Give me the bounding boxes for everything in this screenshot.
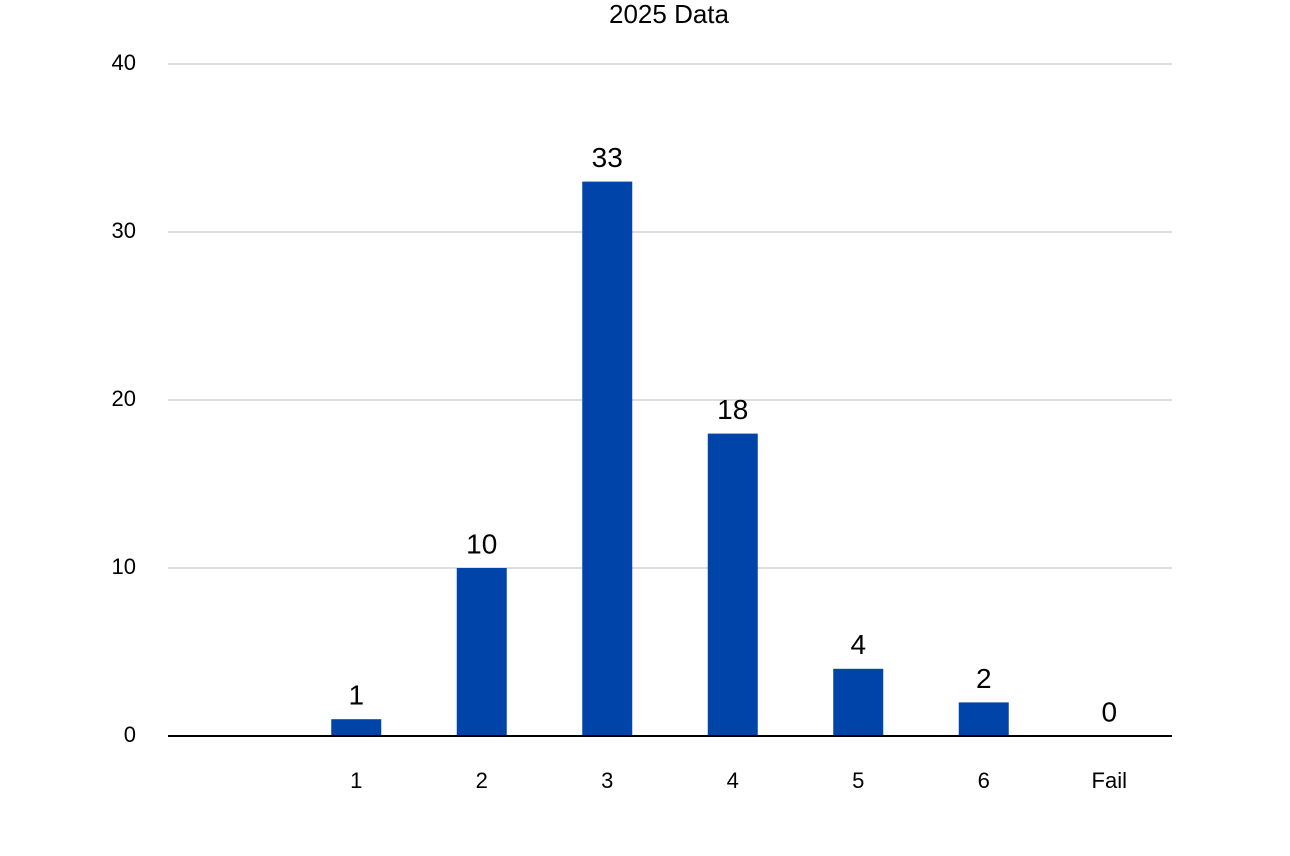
bar: [833, 668, 884, 736]
y-tick-label: 10: [112, 554, 136, 579]
x-tick-label: 6: [978, 768, 990, 793]
bar: [958, 702, 1009, 736]
bar: [582, 181, 633, 737]
data-label: 0: [1101, 696, 1117, 727]
x-tick-label: Fail: [1092, 768, 1127, 793]
data-label: 10: [466, 528, 497, 559]
chart-title: 2025 Data: [609, 0, 730, 29]
bar: [331, 719, 382, 736]
y-tick-label: 40: [112, 50, 136, 75]
data-label: 1: [348, 680, 364, 711]
bar: [707, 433, 758, 736]
data-label: 4: [850, 629, 866, 660]
x-tick-label: 1: [350, 768, 362, 793]
x-tick-label: 5: [852, 768, 864, 793]
bar: [456, 568, 507, 736]
x-tick-label: 3: [601, 768, 613, 793]
y-tick-label: 30: [112, 218, 136, 243]
y-tick-label: 0: [124, 722, 136, 747]
x-tick-label: 4: [727, 768, 739, 793]
x-tick-label: 2: [476, 768, 488, 793]
data-label: 33: [592, 142, 623, 173]
data-label: 18: [717, 394, 748, 425]
y-tick-label: 20: [112, 386, 136, 411]
data-label: 2: [976, 663, 992, 694]
